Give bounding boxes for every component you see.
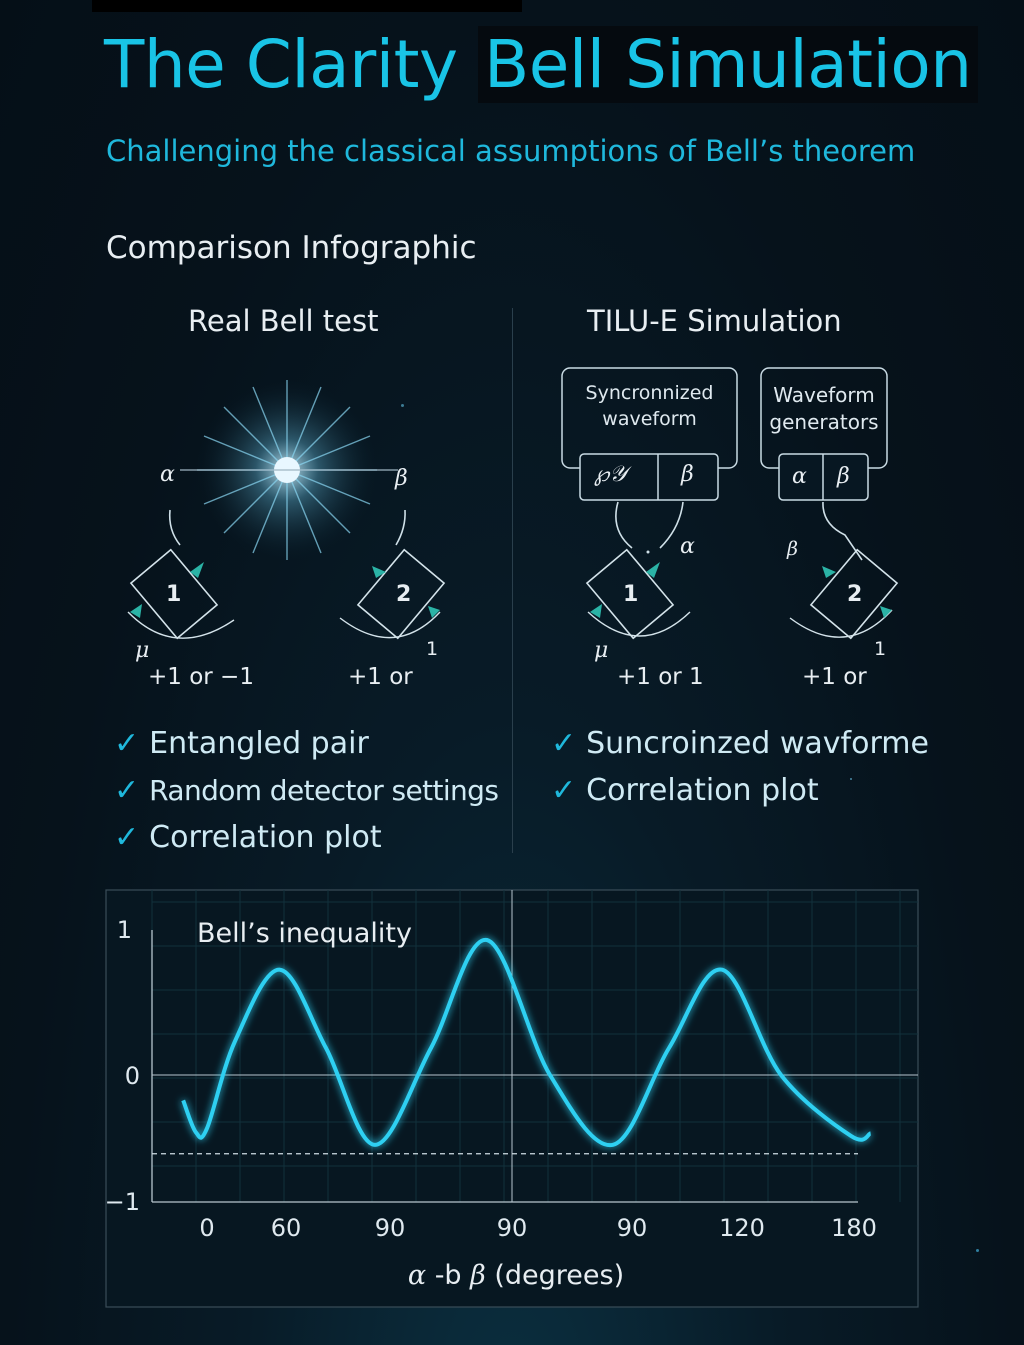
detector-2-number-left: 2 <box>396 582 412 607</box>
left-checklist: ✓ Entangled pair ✓ Random detector setting… <box>114 720 499 861</box>
alpha-label-right: α <box>680 534 695 559</box>
detector-1-right <box>585 548 691 640</box>
x-tick-label: 90 <box>617 1214 648 1242</box>
left-check-item: ✓ Correlation plot <box>114 820 382 855</box>
x-axis-label-alpha: α <box>408 1260 426 1291</box>
y-tick-label: 1 <box>117 916 132 944</box>
det2-corner-right: 1 <box>874 638 887 660</box>
x-tick-label: 90 <box>375 1214 406 1242</box>
x-axis-label-mid: -b <box>426 1260 470 1291</box>
box2-line1: Waveform <box>773 383 875 407</box>
star-dot <box>850 778 852 780</box>
detector-2-number-right: 2 <box>847 582 863 607</box>
chart-grid <box>151 890 918 1202</box>
outcome-2-left: +1 or <box>348 664 413 690</box>
box1-line1: Syncronnized <box>585 382 714 404</box>
x-tick-label: 60 <box>271 1214 302 1242</box>
box2-cell2: β <box>837 464 850 489</box>
alpha-label-left: α <box>160 462 175 487</box>
left-check-item: ✓ Random detector settings <box>114 773 499 808</box>
detector-1-number-right: 1 <box>623 582 639 607</box>
waveform-generators-box <box>760 367 888 501</box>
right-checklist: ✓ Suncroinzed wavforme ✓ Correlation plot <box>551 720 929 814</box>
x-tick-label: 180 <box>831 1214 877 1242</box>
box2-cell1: α <box>792 464 807 489</box>
left-column-heading: Real Bell test <box>188 304 379 338</box>
x-tick-label: 0 <box>199 1214 214 1242</box>
outcome-1-left: +1 or −1 <box>148 664 254 690</box>
check-icon: ✓ <box>114 773 140 808</box>
synchronized-waveform-box <box>561 367 738 501</box>
detector-1-left <box>127 548 235 640</box>
entangled-source <box>180 380 398 560</box>
detector-2-left <box>339 548 446 640</box>
star-dot <box>401 404 404 407</box>
page-subtitle: Challenging the classical assumptions of… <box>106 134 916 168</box>
chart-title: Bell’s inequality <box>197 918 412 949</box>
right-column-heading: TILU-E Simulation <box>587 304 842 338</box>
detector-1-number-left: 1 <box>166 582 182 607</box>
setup-diagram <box>127 367 899 640</box>
check-icon: ✓ <box>114 726 140 761</box>
title-part-1: The Clarity <box>104 26 478 103</box>
title-part-2: Bell Simulation <box>477 26 978 103</box>
column-divider <box>512 308 513 853</box>
box1-line2: waveform <box>602 408 697 430</box>
det2-corner-left: 1 <box>426 638 439 660</box>
top-bar <box>92 0 522 12</box>
star-dot <box>976 1249 979 1252</box>
check-icon: ✓ <box>551 773 577 808</box>
x-axis-label: α -b β (degrees) <box>408 1260 624 1291</box>
right-check-item: ✓ Suncroinzed wavforme <box>551 726 929 761</box>
detector-2-right <box>789 548 899 640</box>
box2-line2: generators <box>769 410 879 434</box>
section-heading: Comparison Infographic <box>106 230 477 266</box>
outcome-1-right: +1 or 1 <box>617 664 704 690</box>
outcome-2-right: +1 or <box>802 664 867 690</box>
box1-cell2: β <box>681 462 694 487</box>
box2-title: Waveform generators <box>761 382 887 436</box>
page-title: The Clarity Bell Simulation <box>104 26 978 103</box>
mu-label-left: μ <box>135 638 150 663</box>
x-axis-label-beta: β <box>469 1260 486 1291</box>
beta-label-left: β <box>395 466 408 491</box>
left-check-item: ✓ Entangled pair <box>114 726 369 761</box>
check-icon: ✓ <box>114 820 140 855</box>
box1-cell1: ℘𝒴 <box>594 462 627 487</box>
x-tick-label: 90 <box>497 1214 528 1242</box>
y-tick-label: 0 <box>125 1062 140 1090</box>
mu-label-right: μ <box>594 638 609 663</box>
box1-title: Syncronnized waveform <box>562 380 737 432</box>
x-tick-label: 120 <box>719 1214 765 1242</box>
check-icon: ✓ <box>551 726 577 761</box>
beta-label-right: β <box>787 538 798 560</box>
correlation-curve <box>181 937 872 1148</box>
right-check-item: ✓ Correlation plot <box>551 773 819 808</box>
y-tick-label: −1 <box>105 1188 140 1216</box>
x-axis-label-units: (degrees) <box>486 1260 624 1291</box>
